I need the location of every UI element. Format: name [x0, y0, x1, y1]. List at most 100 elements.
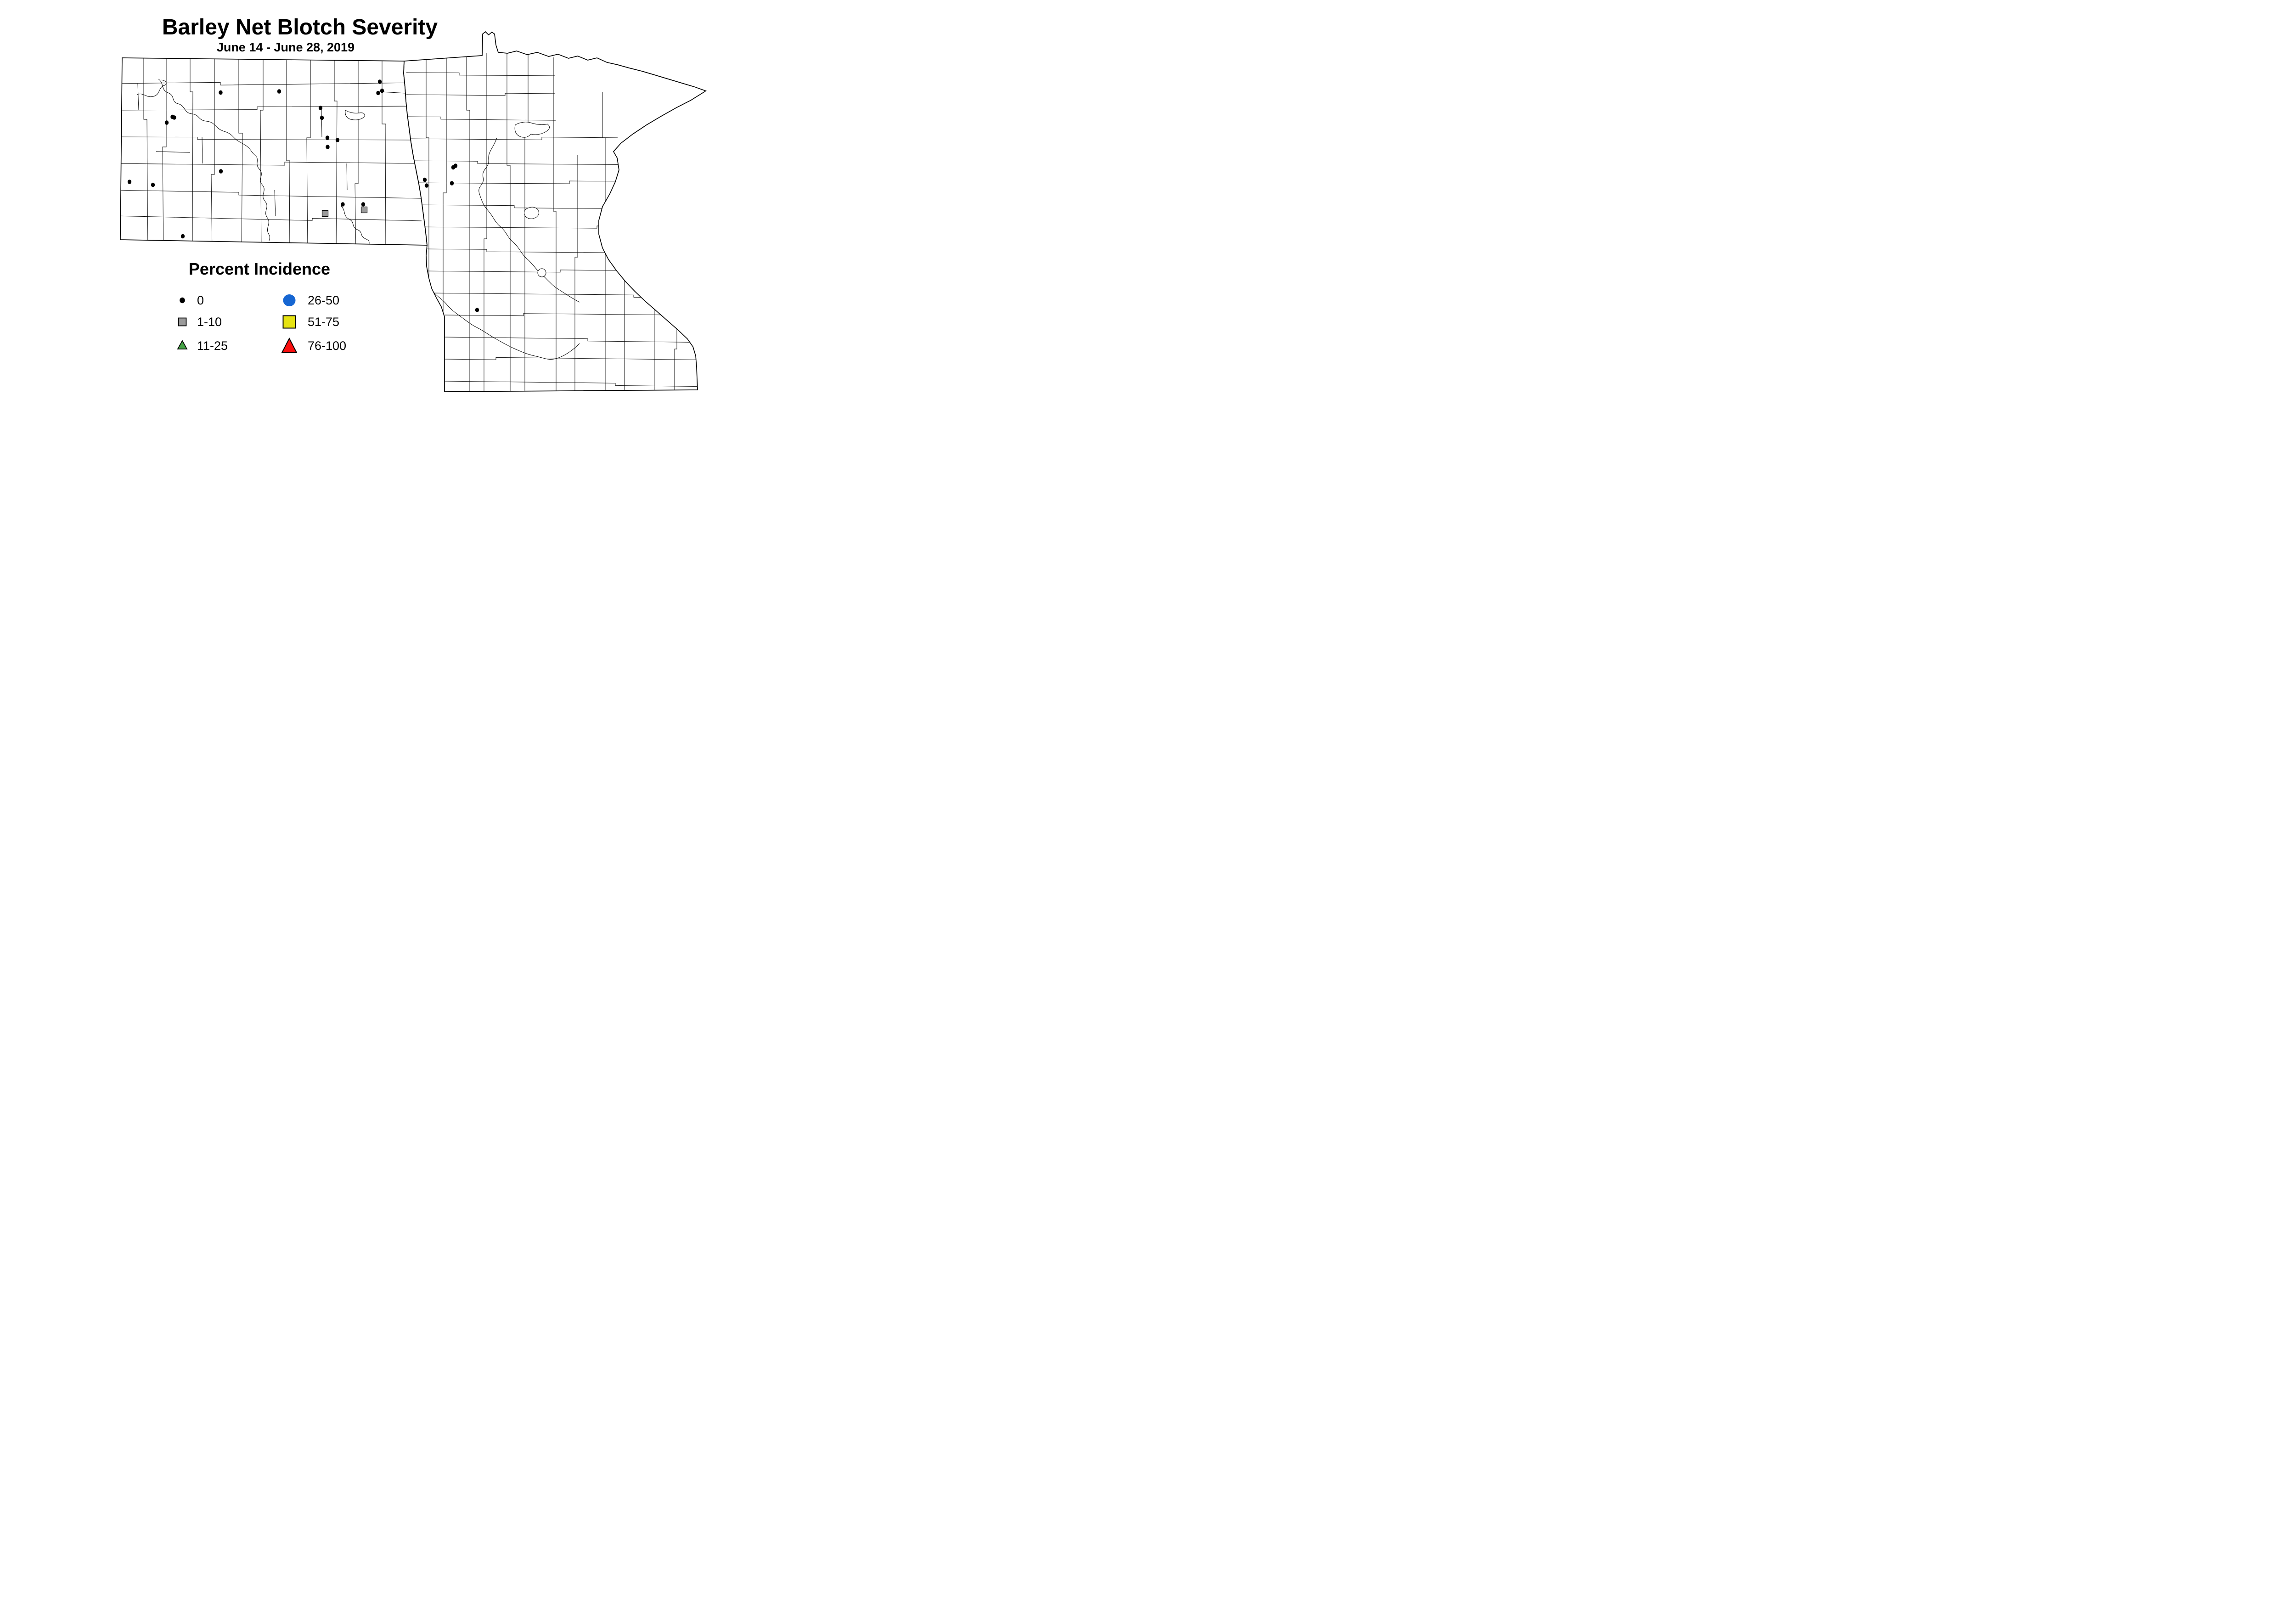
- map-point-marker-0: [219, 169, 223, 174]
- devils-lake-outline: [345, 110, 365, 120]
- map-point-marker-0: [424, 183, 429, 188]
- county-boundary-line: [355, 58, 359, 245]
- legend-label-51-75: 51-75: [308, 315, 339, 329]
- county-boundary-line: [406, 160, 653, 165]
- map-point-marker-0: [151, 182, 155, 187]
- map-point-marker-0: [320, 115, 324, 120]
- mille-lacs-lake-outline: [537, 268, 546, 277]
- missouri-river-line: [136, 79, 270, 241]
- map-point-marker-0: [172, 115, 176, 120]
- map-point-marker-0: [376, 90, 380, 96]
- county-boundary-line: [382, 58, 386, 245]
- county-boundary-line: [306, 58, 311, 245]
- map-point-marker-0: [277, 89, 281, 94]
- county-boundary-line: [574, 155, 578, 392]
- map-point-marker-1-10: [360, 206, 368, 214]
- legend-marker-1-10-square: [178, 317, 187, 327]
- county-boundary-line: [413, 204, 706, 210]
- map-point-marker-0: [450, 181, 454, 186]
- county-boundary-line: [286, 58, 290, 245]
- legend-item-51-75: 51-75: [282, 315, 339, 329]
- minnesota-outline: [403, 31, 707, 392]
- map-title: Barley Net Blotch Severity: [162, 15, 438, 39]
- map-subtitle: June 14 - June 28, 2019: [217, 40, 355, 54]
- county-boundary-line: [444, 337, 706, 343]
- map-point-marker-0: [422, 177, 427, 182]
- county-boundary-line: [120, 82, 422, 85]
- county-boundary-line: [162, 58, 167, 245]
- county-boundary-line: [427, 293, 706, 298]
- county-boundary-line: [406, 137, 618, 141]
- legend-item-26-50: 26-50: [283, 293, 339, 307]
- map-point-marker-0: [326, 145, 330, 149]
- map-point-marker-0: [219, 90, 223, 95]
- legend-item-11-25: 11-25: [177, 339, 228, 353]
- legend-marker-0-dot: [180, 297, 185, 304]
- county-boundary-line: [202, 136, 203, 164]
- county-boundary-line: [120, 215, 422, 221]
- severity-map-canvas: Barley Net Blotch Severity June 14 - Jun…: [120, 15, 707, 392]
- county-boundary-line: [484, 53, 487, 392]
- county-boundary-line: [211, 58, 215, 245]
- leech-lake-outline: [523, 207, 539, 219]
- county-boundary-line: [120, 190, 422, 199]
- county-boundary-line: [444, 357, 706, 360]
- legend-marker-51-75-square: [282, 315, 296, 329]
- county-boundary-line: [120, 106, 422, 111]
- county-boundary-line: [137, 83, 139, 111]
- county-boundary-line: [334, 58, 338, 245]
- map-point-marker-0: [380, 88, 384, 93]
- minnesota-county-grid: [406, 51, 706, 392]
- county-boundary-line: [274, 190, 276, 216]
- minnesota-rivers: [430, 122, 580, 360]
- map-markers: [127, 79, 479, 312]
- county-boundary-line: [422, 270, 706, 273]
- county-boundary-line: [190, 58, 193, 245]
- map-point-marker-0: [453, 163, 458, 168]
- legend-item-1-10: 1-10: [178, 315, 222, 329]
- county-boundary-line: [406, 72, 555, 76]
- county-boundary-line: [466, 54, 470, 392]
- county-boundary-line: [120, 136, 422, 141]
- map-point-marker-0: [341, 202, 345, 207]
- map-point-marker-0: [475, 308, 479, 312]
- legend-item-76-100: 76-100: [281, 337, 346, 353]
- map-point-marker-0: [164, 120, 169, 125]
- county-boundary-line: [415, 225, 706, 229]
- county-boundary-line: [444, 381, 706, 387]
- county-boundary-line: [382, 91, 422, 95]
- county-boundary-line: [624, 158, 628, 392]
- county-boundary-line: [506, 51, 511, 392]
- legend-title: Percent Incidence: [189, 259, 330, 278]
- legend: Percent Incidence 0 1-10 11-25 26-50 51-…: [177, 259, 346, 353]
- county-boundary-line: [674, 312, 677, 392]
- county-boundary-line: [553, 57, 557, 392]
- legend-label-0: 0: [197, 293, 204, 307]
- legend-label-26-50: 26-50: [308, 293, 339, 307]
- county-boundary-line: [602, 92, 606, 392]
- red-lake-outline: [514, 122, 550, 138]
- county-boundary-line: [426, 55, 429, 392]
- county-boundary-line: [406, 93, 555, 96]
- legend-label-11-25: 11-25: [197, 339, 228, 353]
- legend-marker-76-100-triangle: [281, 337, 298, 353]
- county-boundary-line: [143, 58, 148, 245]
- county-boundary-line: [444, 313, 706, 316]
- map-point-marker-0: [377, 79, 382, 84]
- sheyenne-river-line: [340, 205, 371, 245]
- legend-marker-11-25-triangle: [177, 340, 188, 349]
- north-dakota-rivers: [136, 79, 371, 245]
- mississippi-river-line: [478, 137, 580, 303]
- map-point-marker-1-10: [321, 210, 329, 217]
- map-point-marker-0: [325, 135, 330, 140]
- map-point-marker-0: [335, 138, 340, 142]
- map-point-marker-0: [318, 106, 323, 110]
- county-boundary-line: [418, 248, 706, 254]
- map-point-marker-0: [180, 234, 185, 239]
- map-point-marker-0: [361, 202, 366, 207]
- county-boundary-line: [524, 54, 529, 392]
- county-boundary-line: [260, 58, 264, 245]
- county-boundary-line: [120, 162, 422, 166]
- county-boundary-line: [652, 197, 655, 392]
- minnesota-river-line: [430, 288, 580, 360]
